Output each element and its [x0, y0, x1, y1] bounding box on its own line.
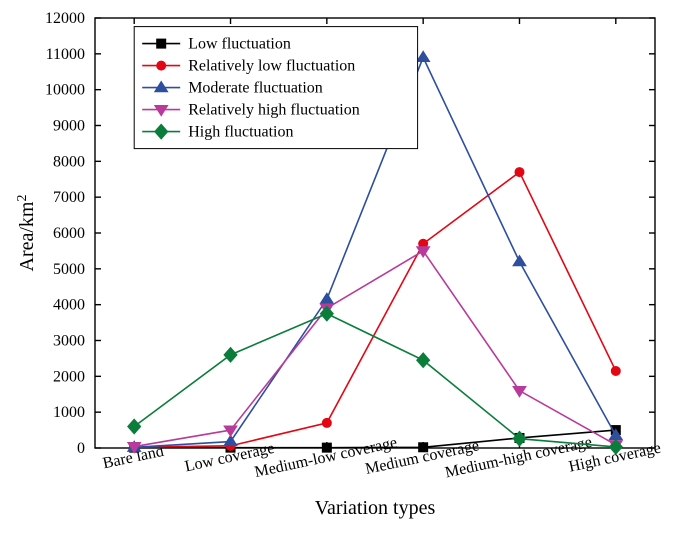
line-chart: 0 1000 2000 3000 4000 5000 6000 7000 8000 9000 100… — [0, 0, 685, 548]
svg-text:1000: 1000 — [53, 404, 85, 421]
legend-label: Moderate fluctuation — [188, 80, 323, 97]
y-axis-label: Area/km2 — [15, 195, 39, 272]
svg-text:Area/km2: Area/km2 — [15, 195, 39, 272]
svg-text:9000: 9000 — [53, 118, 85, 135]
svg-text:11000: 11000 — [46, 46, 85, 63]
svg-text:5000: 5000 — [53, 261, 85, 278]
legend-label: Relatively low fluctuation — [188, 58, 355, 75]
legend-label: Low fluctuation — [188, 36, 291, 53]
svg-text:10000: 10000 — [45, 82, 85, 99]
svg-text:4000: 4000 — [53, 297, 85, 314]
chart-svg: 0 1000 2000 3000 4000 5000 6000 7000 8000 9000 100… — [0, 0, 685, 548]
svg-text:0: 0 — [77, 440, 85, 457]
svg-text:8000: 8000 — [53, 153, 85, 170]
svg-text:3000: 3000 — [53, 333, 85, 350]
svg-text:2000: 2000 — [53, 368, 85, 385]
svg-text:6000: 6000 — [53, 225, 85, 242]
legend-label: High fluctuation — [188, 124, 293, 141]
svg-text:12000: 12000 — [45, 10, 85, 27]
svg-text:7000: 7000 — [53, 189, 85, 206]
legend-label: Relatively high fluctuation — [188, 102, 360, 119]
legend: Low fluctuation Relatively low fluctuatio… — [134, 27, 417, 149]
x-axis-label: Variation types — [315, 497, 436, 519]
